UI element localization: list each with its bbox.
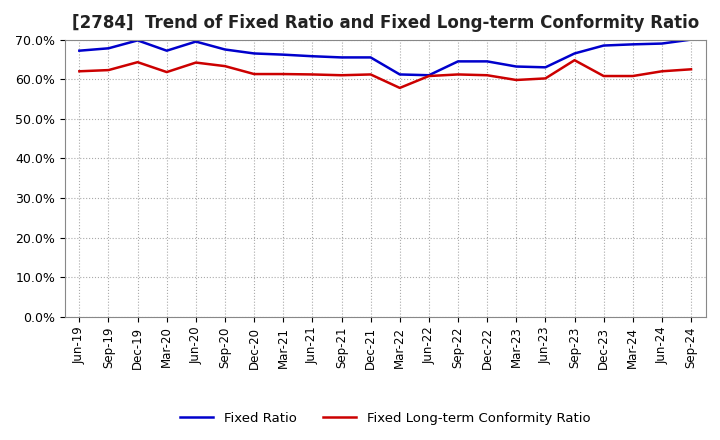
Fixed Long-term Conformity Ratio: [163, 70, 171, 75]
Fixed Long-term Conformity Ratio: [541, 76, 550, 81]
Fixed Ratio: [104, 46, 113, 51]
Fixed Ratio: [308, 54, 317, 59]
Fixed Long-term Conformity Ratio: [570, 58, 579, 63]
Fixed Long-term Conformity Ratio: [483, 73, 492, 78]
Fixed Ratio: [657, 41, 666, 46]
Fixed Ratio: [337, 55, 346, 60]
Fixed Long-term Conformity Ratio: [425, 73, 433, 79]
Fixed Long-term Conformity Ratio: [687, 66, 696, 72]
Fixed Ratio: [133, 38, 142, 43]
Fixed Ratio: [541, 65, 550, 70]
Line: Fixed Long-term Conformity Ratio: Fixed Long-term Conformity Ratio: [79, 60, 691, 88]
Fixed Long-term Conformity Ratio: [192, 60, 200, 65]
Fixed Ratio: [250, 51, 258, 56]
Fixed Long-term Conformity Ratio: [512, 77, 521, 83]
Title: [2784]  Trend of Fixed Ratio and Fixed Long-term Conformity Ratio: [2784] Trend of Fixed Ratio and Fixed Lo…: [71, 15, 699, 33]
Fixed Ratio: [192, 39, 200, 44]
Fixed Long-term Conformity Ratio: [599, 73, 608, 79]
Fixed Long-term Conformity Ratio: [395, 85, 404, 91]
Fixed Ratio: [366, 55, 375, 60]
Fixed Long-term Conformity Ratio: [629, 73, 637, 79]
Fixed Long-term Conformity Ratio: [657, 69, 666, 74]
Fixed Long-term Conformity Ratio: [220, 63, 229, 69]
Fixed Ratio: [454, 59, 462, 64]
Fixed Long-term Conformity Ratio: [454, 72, 462, 77]
Fixed Ratio: [570, 51, 579, 56]
Fixed Ratio: [395, 72, 404, 77]
Fixed Ratio: [512, 64, 521, 69]
Fixed Ratio: [163, 48, 171, 53]
Fixed Long-term Conformity Ratio: [366, 72, 375, 77]
Fixed Ratio: [220, 47, 229, 52]
Fixed Long-term Conformity Ratio: [308, 72, 317, 77]
Line: Fixed Ratio: Fixed Ratio: [79, 40, 691, 75]
Fixed Ratio: [629, 42, 637, 47]
Fixed Long-term Conformity Ratio: [133, 59, 142, 65]
Fixed Long-term Conformity Ratio: [104, 67, 113, 73]
Legend: Fixed Ratio, Fixed Long-term Conformity Ratio: Fixed Ratio, Fixed Long-term Conformity …: [175, 407, 595, 430]
Fixed Ratio: [599, 43, 608, 48]
Fixed Long-term Conformity Ratio: [75, 69, 84, 74]
Fixed Ratio: [425, 73, 433, 78]
Fixed Long-term Conformity Ratio: [337, 73, 346, 78]
Fixed Ratio: [75, 48, 84, 53]
Fixed Ratio: [687, 37, 696, 42]
Fixed Long-term Conformity Ratio: [279, 71, 287, 77]
Fixed Long-term Conformity Ratio: [250, 71, 258, 77]
Fixed Ratio: [483, 59, 492, 64]
Fixed Ratio: [279, 52, 287, 57]
